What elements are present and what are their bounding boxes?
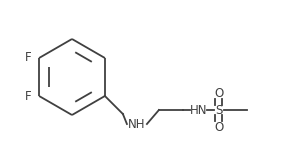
Text: O: O <box>214 87 224 99</box>
Text: S: S <box>215 103 223 116</box>
Text: F: F <box>24 91 31 103</box>
Text: O: O <box>214 120 224 134</box>
Text: F: F <box>24 51 31 63</box>
Text: HN: HN <box>190 103 208 116</box>
Text: NH: NH <box>128 118 146 130</box>
